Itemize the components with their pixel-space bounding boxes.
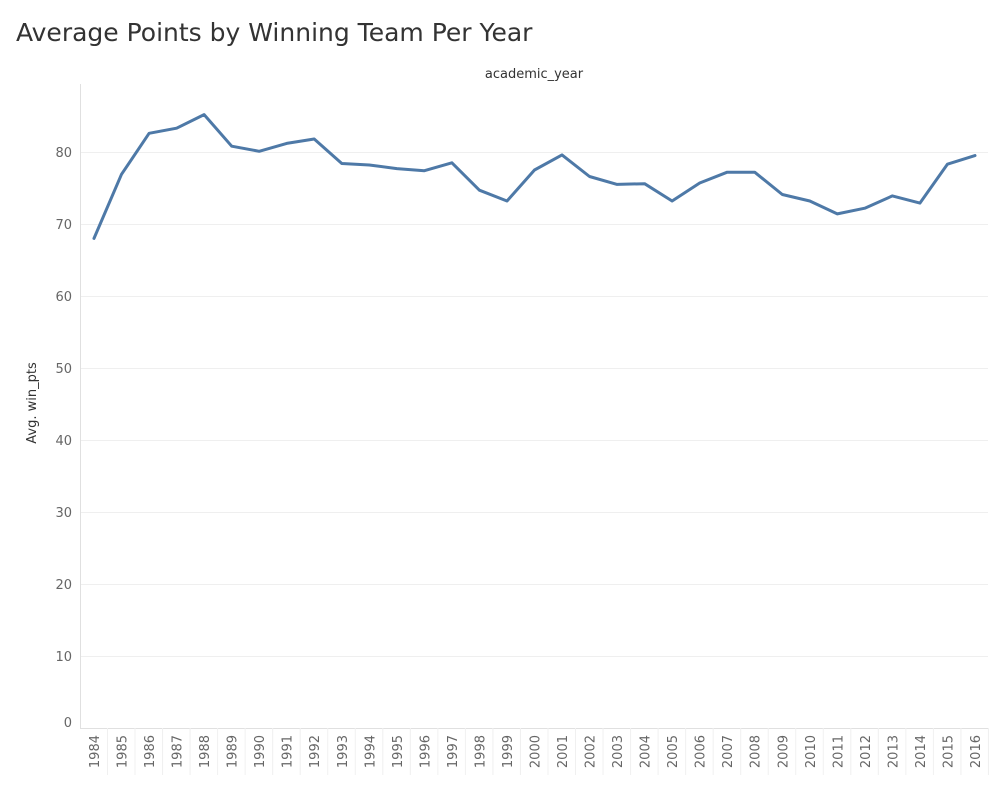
- data-point: [147, 132, 151, 135]
- data-point: [340, 162, 343, 165]
- x-tick-label: 2006: [694, 735, 709, 768]
- chart-title: Average Points by Winning Team Per Year: [16, 18, 533, 47]
- data-point: [753, 171, 756, 174]
- x-tick-marks: [107, 728, 989, 775]
- data-point: [450, 161, 454, 164]
- y-axis-title: Avg. win_pts: [25, 362, 40, 444]
- x-tick-label: 1988: [198, 735, 213, 768]
- x-tick-label: 2000: [528, 735, 543, 768]
- x-tick-label: 2013: [886, 735, 901, 768]
- x-tick-label: 1999: [501, 735, 516, 768]
- data-point: [615, 183, 619, 186]
- data-point: [560, 153, 564, 157]
- x-axis-title: academic_year: [485, 67, 584, 82]
- data-point: [202, 113, 206, 116]
- x-tick-label: 1992: [308, 735, 323, 768]
- data-point: [643, 182, 646, 185]
- data-point: [698, 181, 701, 185]
- data-point: [120, 173, 123, 176]
- x-tick-label: 1994: [363, 735, 378, 768]
- data-point: [230, 145, 233, 148]
- data-point: [836, 212, 839, 216]
- data-point: [973, 154, 977, 157]
- data-point: [863, 207, 866, 210]
- data-point: [588, 175, 591, 178]
- data-point: [478, 189, 481, 192]
- data-point: [92, 237, 96, 240]
- x-tick-label: 1985: [116, 735, 131, 768]
- y-tick-label: 0: [64, 716, 72, 731]
- data-point: [423, 169, 426, 172]
- data-point: [946, 163, 949, 166]
- data-point: [533, 168, 536, 172]
- x-tick-label: 2009: [776, 735, 791, 768]
- x-tick-label: 1990: [253, 735, 268, 768]
- data-point: [258, 150, 261, 153]
- data-point: [285, 142, 288, 145]
- data-point: [781, 193, 784, 196]
- data-point: [395, 167, 398, 170]
- y-tick-label: 60: [55, 290, 72, 305]
- y-tick-labels: 0 10 20 30 40 50 60 70 80: [55, 146, 72, 731]
- x-tick-label: 2016: [969, 735, 984, 768]
- x-tick-label: 2007: [721, 735, 736, 768]
- x-tick-label: 2004: [639, 735, 654, 768]
- data-point: [175, 127, 178, 130]
- y-tick-label: 20: [55, 578, 72, 593]
- x-tick-label: 2003: [611, 735, 626, 768]
- x-tick-label: 1989: [226, 735, 241, 768]
- data-point: [368, 163, 371, 167]
- x-tick-label: 1984: [88, 735, 103, 768]
- x-tick-label: 2008: [749, 735, 764, 768]
- x-tick-label: 2001: [556, 735, 571, 768]
- data-point: [313, 137, 316, 141]
- y-tick-label: 40: [55, 434, 72, 449]
- data-point: [726, 171, 729, 174]
- y-tick-label: 10: [55, 650, 72, 665]
- x-tick-label: 1991: [281, 735, 296, 768]
- y-tick-label: 30: [55, 506, 72, 521]
- x-tick-label: 1993: [336, 735, 351, 768]
- x-tick-label: 1995: [391, 735, 406, 768]
- y-tick-label: 80: [55, 146, 72, 161]
- x-tick-label: 1997: [446, 735, 461, 768]
- data-point: [808, 199, 811, 203]
- x-tick-label: 1998: [473, 735, 488, 768]
- x-tick-label: 2014: [914, 735, 929, 768]
- x-tick-labels: 1984 1985 1986 1987 1988 1989 1990 1991 1992 1993…: [88, 735, 984, 768]
- x-tick-label: 1986: [143, 735, 158, 768]
- data-point: [891, 194, 894, 198]
- series-line: [92, 113, 977, 240]
- x-tick-label: 2012: [859, 735, 874, 768]
- x-tick-label: 2005: [666, 735, 681, 768]
- y-tick-label: 70: [55, 218, 72, 233]
- x-tick-label: 1996: [418, 735, 433, 768]
- series-points: [92, 113, 977, 240]
- data-point: [505, 199, 509, 203]
- gridlines: [80, 152, 988, 657]
- x-tick-label: 2015: [941, 735, 956, 768]
- data-point: [918, 201, 922, 205]
- data-point: [670, 199, 674, 203]
- x-tick-label: 1987: [171, 735, 186, 768]
- x-tick-label: 2010: [804, 735, 819, 768]
- x-tick-label: 2002: [584, 735, 599, 768]
- y-tick-label: 50: [55, 362, 72, 377]
- x-tick-label: 2011: [831, 735, 846, 768]
